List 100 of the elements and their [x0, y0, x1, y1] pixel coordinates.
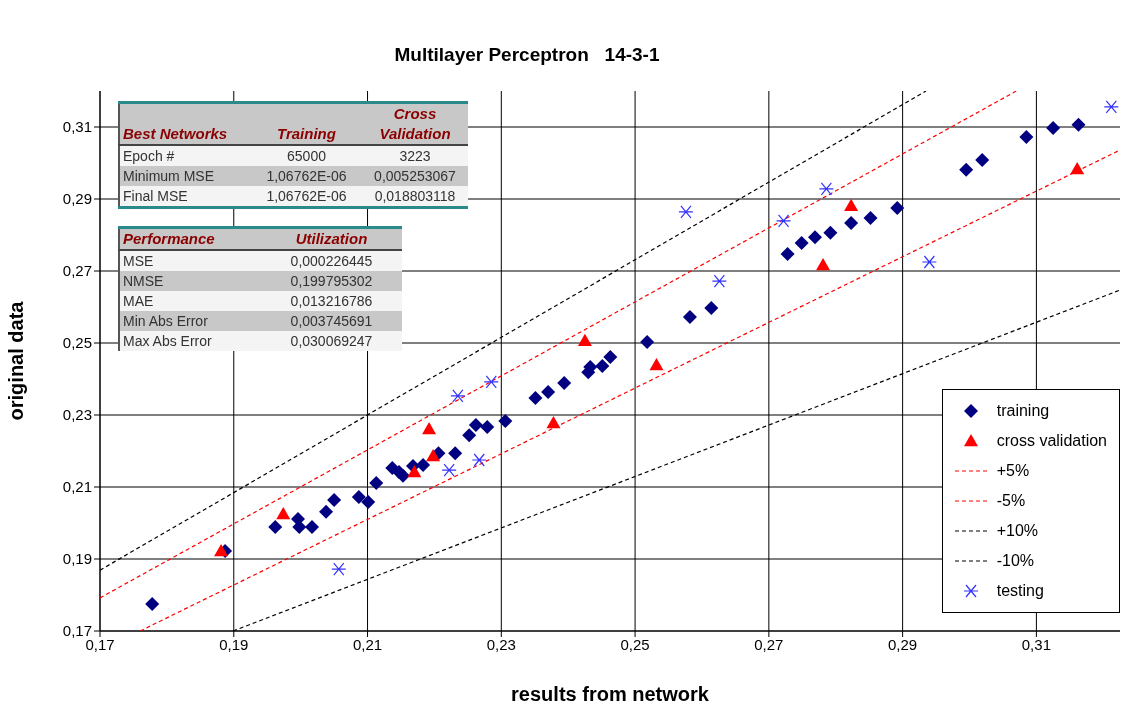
point	[1103, 100, 1119, 114]
point	[818, 182, 834, 196]
y-axis-title: original data	[5, 300, 28, 421]
annotation: Max Abs Error	[122, 332, 213, 351]
point	[682, 310, 697, 325]
point	[351, 490, 366, 505]
annotation: 0,003745691	[289, 312, 374, 331]
point	[640, 334, 655, 349]
annotation: 1,06762E-06	[265, 187, 348, 206]
point	[794, 235, 809, 250]
point	[775, 214, 792, 228]
point	[975, 153, 990, 168]
point	[331, 562, 347, 576]
x-tick-label: 0,31	[1021, 635, 1051, 653]
point	[426, 449, 441, 462]
annotation: Min Abs Error	[122, 312, 209, 331]
legend-label: +10%	[996, 522, 1039, 540]
x-tick-label: 0,29	[888, 635, 918, 653]
point	[1019, 130, 1034, 145]
point	[890, 201, 905, 215]
legend-label: +5%	[996, 462, 1030, 480]
annotation: Final MSE	[122, 187, 189, 206]
y-tick-label: 0,23	[62, 406, 92, 424]
point	[268, 519, 283, 534]
point	[450, 389, 466, 403]
annotation: 3223	[398, 147, 432, 166]
annotation: 1,06762E-06	[265, 167, 348, 186]
point	[844, 216, 859, 231]
annotation: NMSE	[122, 272, 165, 291]
point	[780, 247, 795, 262]
legend-label: -10%	[996, 552, 1035, 570]
point	[678, 205, 694, 219]
point	[541, 384, 556, 399]
annotation: MAE	[122, 292, 155, 311]
annotation: Performance	[122, 229, 216, 249]
y-tick-label: 0,27	[62, 262, 92, 280]
legend-label: cross validation	[996, 432, 1107, 450]
y-tick-label: 0,19	[62, 550, 92, 568]
point	[462, 428, 477, 443]
annotation: Utilization	[294, 229, 369, 249]
annotation: Epoch #	[122, 147, 176, 166]
annotation: Minimum MSE	[122, 167, 215, 186]
point	[327, 492, 342, 507]
point	[704, 301, 719, 316]
point	[1046, 121, 1061, 136]
x-axis-title: results from network	[511, 683, 710, 705]
point	[319, 504, 334, 519]
annotation: Cross Validation	[378, 104, 452, 144]
x-tick-label: 0,23	[486, 635, 516, 653]
point	[305, 519, 320, 534]
point	[468, 418, 483, 433]
point	[471, 453, 487, 467]
point	[369, 476, 384, 491]
y-tick-label: 0,21	[62, 478, 92, 496]
x-tick-label: 0,19	[219, 635, 249, 653]
point	[361, 495, 376, 510]
point	[416, 458, 431, 473]
point	[603, 350, 618, 365]
point	[959, 162, 974, 177]
point	[480, 419, 495, 434]
point	[546, 415, 561, 429]
point	[528, 391, 543, 406]
point	[577, 333, 592, 347]
legend-label: -5%	[996, 492, 1026, 510]
point	[921, 255, 937, 269]
annotation: 0,199795302	[289, 272, 374, 291]
point	[863, 211, 878, 226]
point	[823, 225, 838, 240]
point	[808, 230, 822, 245]
point	[557, 375, 572, 390]
annotation: Training	[276, 124, 337, 144]
annotation: 0,005253067	[373, 167, 457, 186]
annotation: Best Networks	[122, 124, 229, 144]
point	[448, 446, 463, 461]
point	[422, 422, 437, 435]
x-tick-label: 0,25	[620, 635, 650, 653]
point	[649, 357, 664, 371]
annotation: 65000	[286, 147, 327, 166]
annotation: MSE	[122, 252, 155, 271]
y-tick-label: 0,25	[62, 334, 92, 352]
annotation: 0,000226445	[289, 252, 374, 271]
point	[844, 198, 859, 212]
chart-title: Multilayer Perceptron 14-3-1	[393, 44, 661, 66]
annotation: 0,013216786	[289, 292, 374, 311]
point	[276, 507, 291, 520]
point	[407, 464, 422, 478]
annotation: 0,018803118	[373, 187, 457, 206]
point	[1071, 117, 1086, 132]
point	[395, 468, 410, 483]
point	[214, 544, 229, 557]
x-tick-label: 0,27	[754, 635, 784, 653]
legend-label: training	[996, 402, 1050, 420]
y-tick-label: 0,29	[62, 190, 92, 208]
point	[483, 375, 499, 389]
legend-label: testing	[996, 582, 1044, 600]
y-tick-label: 0,31	[62, 118, 92, 136]
point	[595, 359, 610, 374]
point	[711, 274, 727, 288]
x-tick-label: 0,21	[352, 635, 383, 653]
annotation: 0,030069247	[289, 332, 374, 351]
